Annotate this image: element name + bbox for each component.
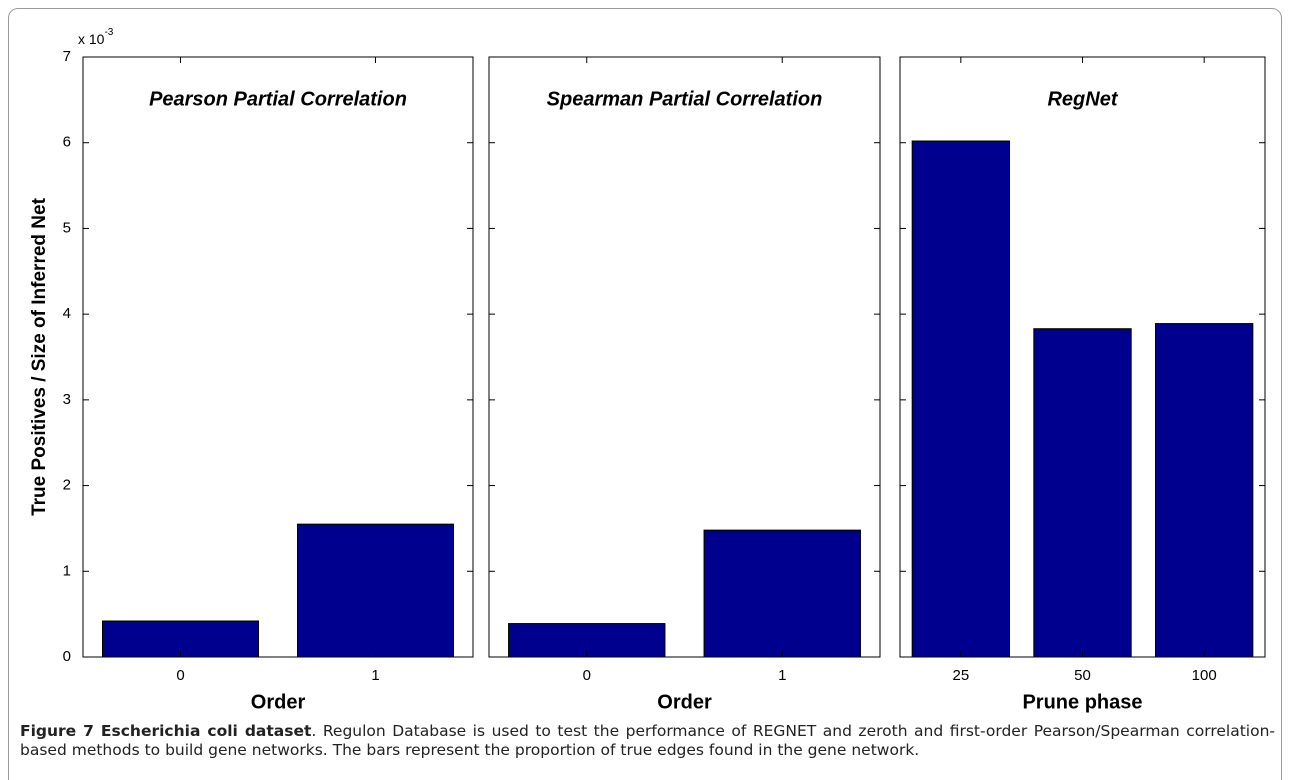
caption: Figure 7 Escherichia coli dataset. Regul… (20, 722, 1275, 760)
x-tick-label: 1 (371, 667, 379, 684)
panel-title: RegNet (1047, 88, 1118, 110)
y-multiplier-exponent: -3 (104, 27, 113, 38)
bar (703, 529, 861, 658)
caption-label: Figure 7 Escherichia coli dataset (20, 722, 312, 740)
y-tick-label: 7 (63, 48, 71, 65)
figure-frame (8, 8, 1282, 780)
bar (1155, 323, 1254, 658)
y-tick-label: 0 (63, 648, 71, 665)
y-tick-label: 3 (63, 391, 71, 408)
y-axis-label: True Positives / Size of Inferred Net (29, 197, 50, 515)
plot-frame (82, 56, 474, 658)
plot-frame (899, 56, 1266, 658)
caption-text: . Regulon Database is used to test the p… (20, 722, 1276, 759)
y-multiplier: x 10-3 (78, 27, 114, 47)
x-tick-label: 50 (1074, 667, 1091, 684)
x-tick-label: 100 (1192, 667, 1217, 684)
panel-title: Pearson Partial Correlation (149, 88, 407, 110)
x-axis-label: Order (657, 691, 712, 713)
y-tick-label: 2 (63, 477, 71, 494)
x-axis-label: Order (251, 691, 306, 713)
y-tick-label: 1 (63, 562, 71, 579)
x-tick-label: 1 (778, 667, 786, 684)
panel-title: Spearman Partial Correlation (547, 88, 823, 110)
bar (297, 523, 454, 658)
x-tick-label: 0 (176, 667, 184, 684)
x-axis-label: Prune phase (1022, 691, 1142, 713)
bar (1033, 328, 1132, 658)
chart: 0 1 2 3 4 5 6 7 True Positives / Size of Inferre… (29, 27, 1266, 713)
y-tick-label: 6 (63, 134, 71, 151)
plot-frame (488, 56, 881, 658)
y-multiplier-base: x 10 (78, 31, 105, 47)
bar (911, 140, 1011, 658)
x-tick-label: 0 (583, 667, 591, 684)
y-tick-label: 5 (63, 219, 71, 236)
y-tick-label: 4 (63, 305, 71, 322)
x-tick-label: 25 (952, 667, 969, 684)
